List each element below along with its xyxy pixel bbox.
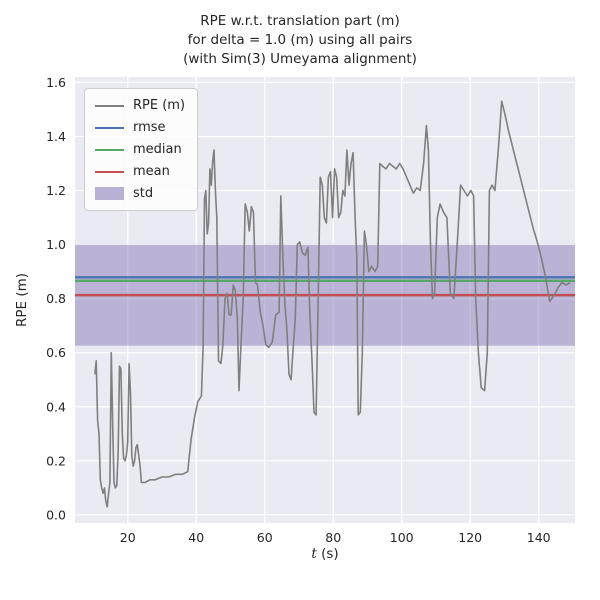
legend-label: median [133, 142, 182, 157]
x-tick-label: 140 [527, 530, 551, 545]
x-tick-label: 120 [458, 530, 482, 545]
y-tick-label: 0.2 [46, 453, 66, 468]
legend-swatch-icon [95, 187, 124, 200]
x-axis-label: t (s) [311, 546, 338, 562]
legend-entry-std: std [95, 186, 185, 201]
y-tick-label: 1.0 [46, 237, 66, 252]
plot-title-line-2: for delta = 1.0 (m) using all pairs [187, 32, 413, 48]
x-axis-label-unit: (s) [316, 546, 339, 562]
legend-entry-rmse: rmse [95, 120, 185, 135]
legend-box: RPE (m) rmse median mean std [84, 88, 199, 211]
rpe-line [94, 100, 571, 508]
legend-label: rmse [133, 120, 166, 135]
legend-entry-median: median [95, 142, 185, 157]
legend-label: mean [133, 164, 170, 179]
x-tick-label: 100 [390, 530, 414, 545]
legend-label: std [133, 186, 154, 201]
y-tick-label: 0.6 [46, 345, 66, 360]
plot-title: RPE w.r.t. translation part (m) for delt… [0, 12, 600, 69]
y-tick-label: 1.6 [46, 75, 66, 90]
plot-title-line-3: (with Sim(3) Umeyama alignment) [183, 51, 417, 67]
y-tick-label: 1.4 [46, 129, 66, 144]
x-axis-label-variable: t [311, 546, 317, 562]
x-tick-label: 80 [325, 530, 341, 545]
plot-title-line-1: RPE w.r.t. translation part (m) [200, 13, 400, 29]
x-tick-label: 20 [120, 530, 136, 545]
y-axis-label: RPE (m) [14, 272, 30, 328]
legend-entry-mean: mean [95, 164, 185, 179]
legend-swatch-icon [95, 170, 124, 173]
legend-entry-rpe-m-: RPE (m) [95, 98, 185, 113]
y-tick-label: 0.4 [46, 399, 66, 414]
legend-swatch-icon [95, 104, 124, 107]
x-tick-label: 60 [257, 530, 273, 545]
legend-swatch-icon [95, 148, 124, 151]
y-tick-label: 0.8 [46, 291, 66, 306]
legend-swatch-icon [95, 126, 124, 129]
x-tick-label: 40 [188, 530, 204, 545]
legend-label: RPE (m) [133, 98, 186, 113]
y-tick-label: 0.0 [46, 507, 66, 522]
y-tick-label: 1.2 [46, 183, 66, 198]
